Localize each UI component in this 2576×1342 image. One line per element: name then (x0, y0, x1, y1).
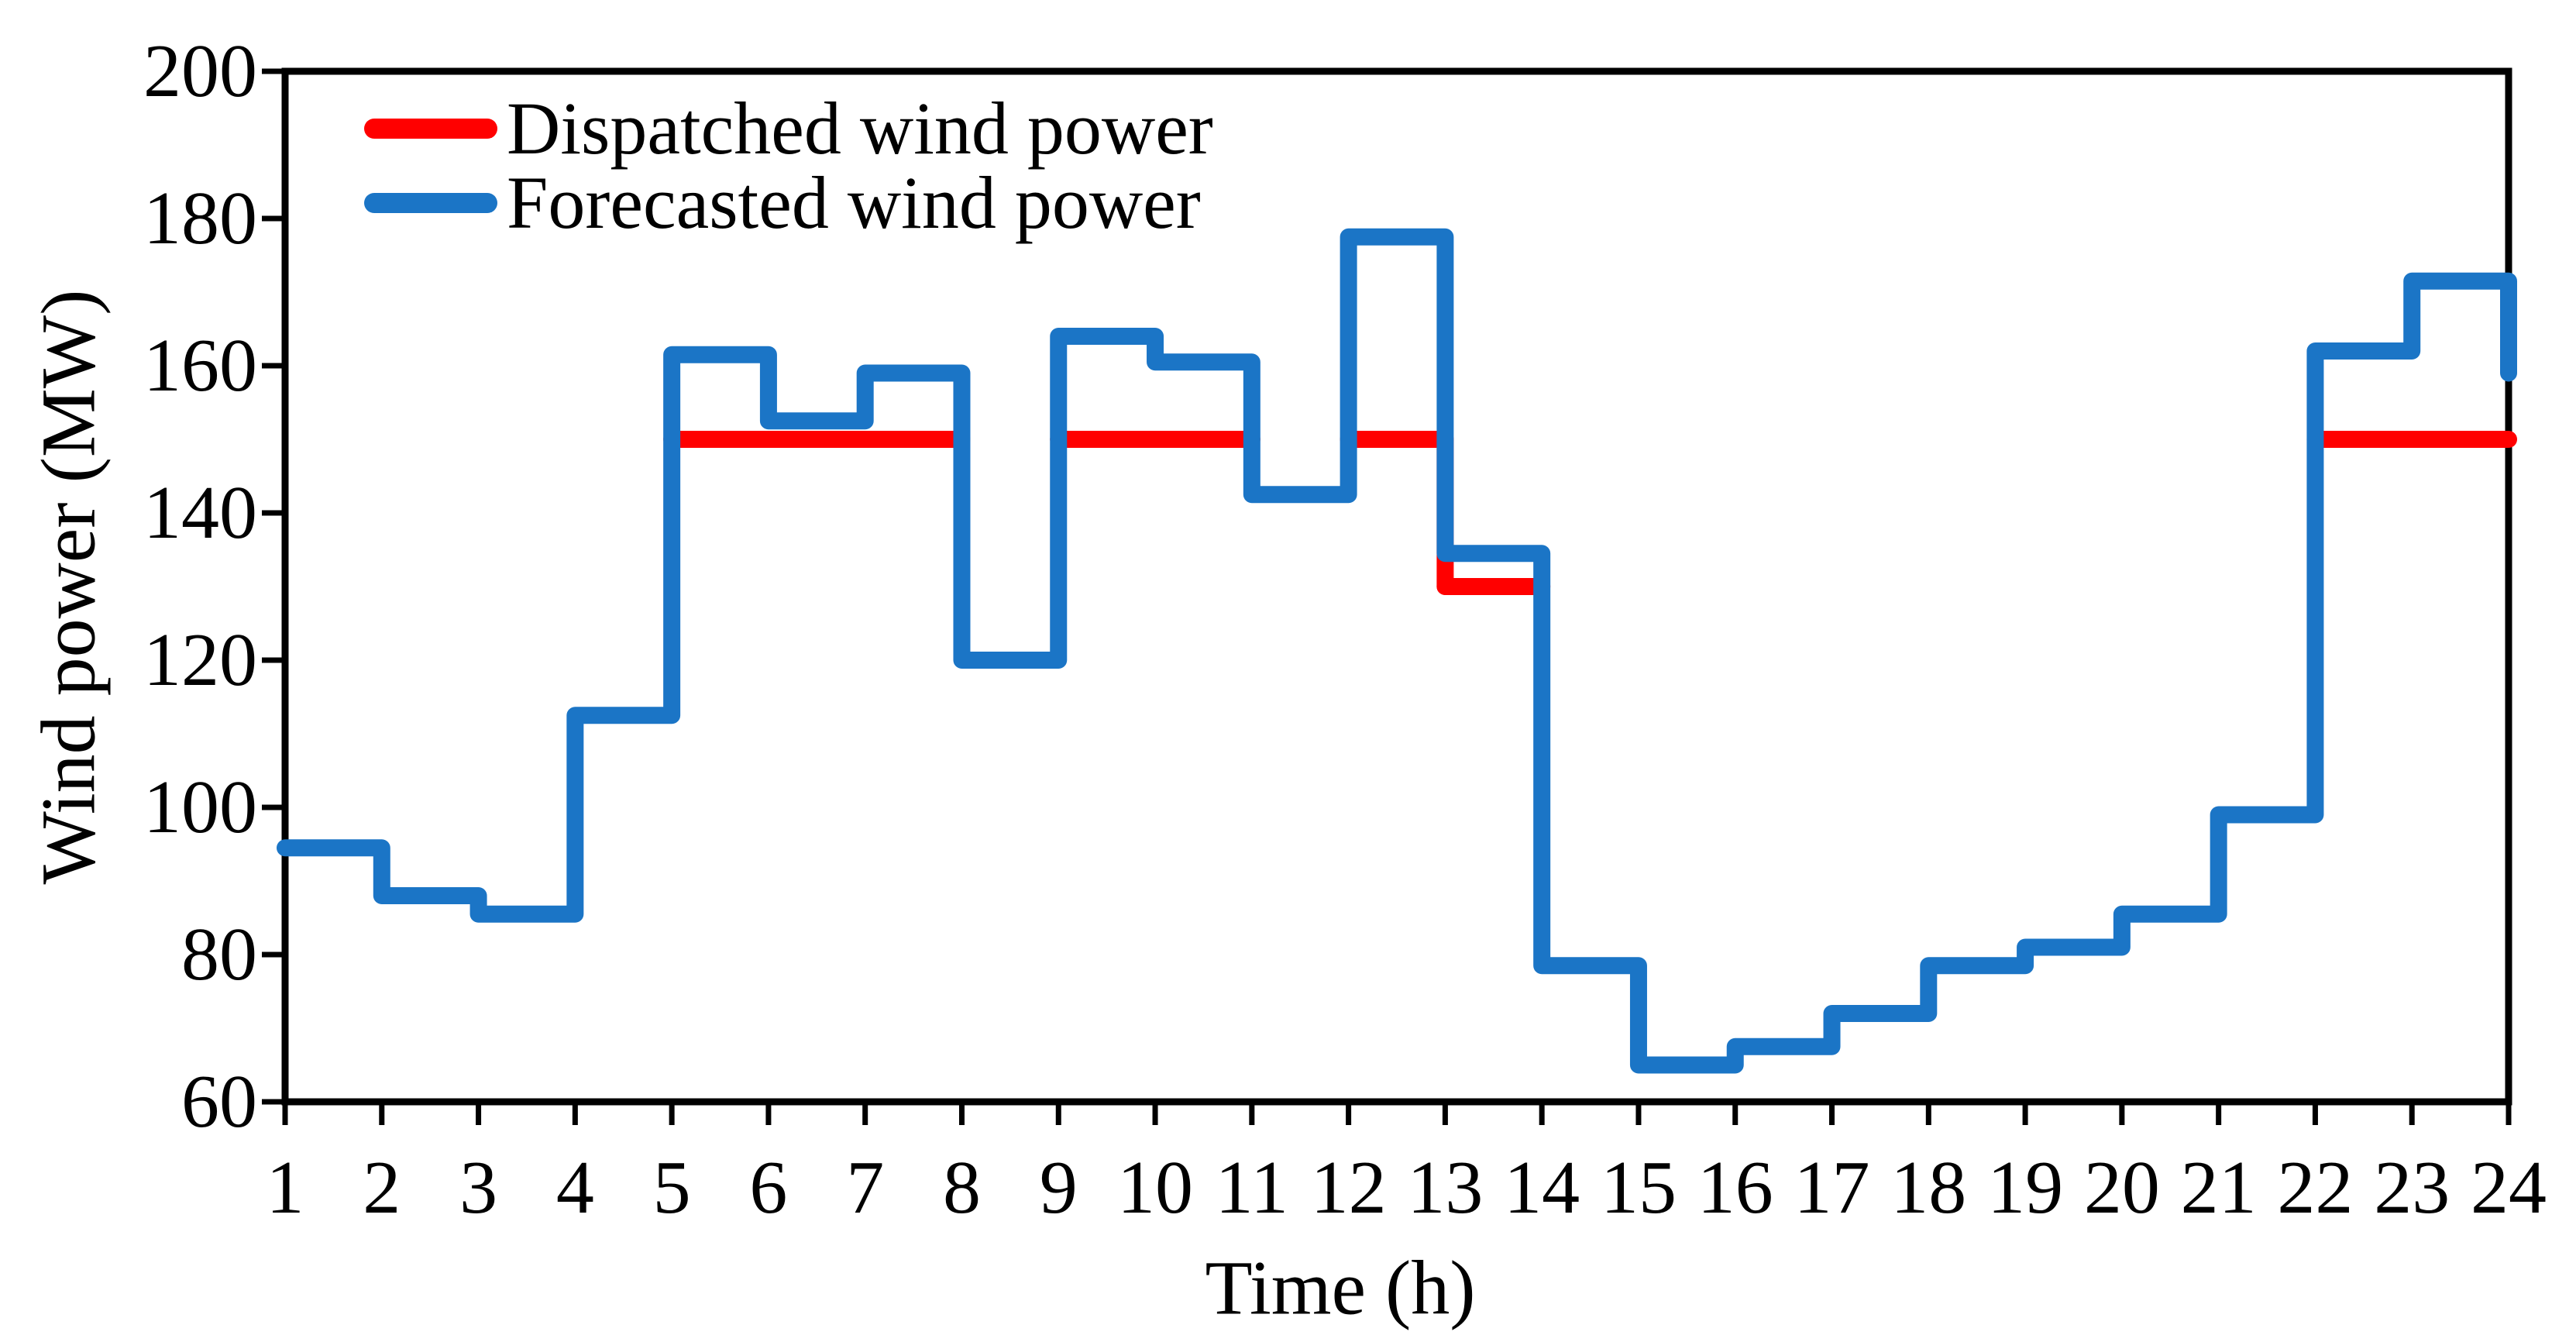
x-tick-label: 9 (1040, 1146, 1078, 1230)
x-tick-label: 7 (846, 1146, 884, 1230)
legend-label-forecasted: Forecasted wind power (507, 161, 1201, 244)
x-tick-label: 11 (1216, 1146, 1288, 1230)
legend-item-dispatched: Dispatched wind power (364, 91, 1213, 166)
y-tick-label: 160 (143, 324, 257, 408)
x-tick-label: 24 (2471, 1146, 2547, 1230)
x-tick-label: 5 (653, 1146, 691, 1230)
x-tick-label: 3 (459, 1146, 497, 1230)
x-tick-label: 21 (2181, 1146, 2257, 1230)
x-tick-label: 22 (2277, 1146, 2353, 1230)
forecasted-line-swatch (364, 193, 497, 213)
y-tick-label: 120 (143, 618, 257, 702)
x-tick-label: 14 (1504, 1146, 1580, 1230)
y-tick-label: 80 (181, 913, 257, 996)
x-tick-label: 13 (1407, 1146, 1483, 1230)
x-tick-label: 20 (2084, 1146, 2160, 1230)
x-tick-label: 2 (363, 1146, 401, 1230)
legend-label-dispatched: Dispatched wind power (507, 87, 1213, 170)
y-tick-label: 60 (181, 1060, 257, 1144)
legend-item-forecasted: Forecasted wind power (364, 166, 1213, 240)
legend: Dispatched wind power Forecasted wind po… (364, 91, 1213, 240)
forecasted-line (277, 228, 2517, 1074)
x-tick-label: 10 (1117, 1146, 1193, 1230)
y-tick-label: 200 (143, 29, 257, 113)
y-tick-label: 140 (143, 471, 257, 555)
x-tick-label: 19 (1987, 1146, 2063, 1230)
x-tick-label: 1 (267, 1146, 304, 1230)
x-tick-label: 16 (1697, 1146, 1773, 1230)
y-tick-label: 180 (143, 177, 257, 260)
x-tick-label: 8 (943, 1146, 981, 1230)
x-axis: 1 2 3 4 5 6 7 8 9 10 11 12 13 14 15 16 17 18 19 20 21 22 23 24 (267, 1102, 2547, 1230)
x-tick-label: 15 (1601, 1146, 1677, 1230)
dispatched-line-swatch (364, 119, 497, 139)
x-tick-label: 17 (1794, 1146, 1870, 1230)
y-axis: 60 80 100 120 140 160 180 200 (143, 29, 285, 1144)
x-axis-title: Time (h) (1205, 1244, 1476, 1331)
plot-frame (281, 67, 2512, 1106)
x-tick-label: 12 (1311, 1146, 1387, 1230)
y-tick-label: 100 (143, 766, 257, 849)
x-tick-label: 6 (749, 1146, 787, 1230)
x-tick-label: 23 (2374, 1146, 2450, 1230)
x-tick-label: 18 (1890, 1146, 1966, 1230)
dispatched-line (663, 431, 2517, 595)
x-tick-label: 4 (556, 1146, 594, 1230)
